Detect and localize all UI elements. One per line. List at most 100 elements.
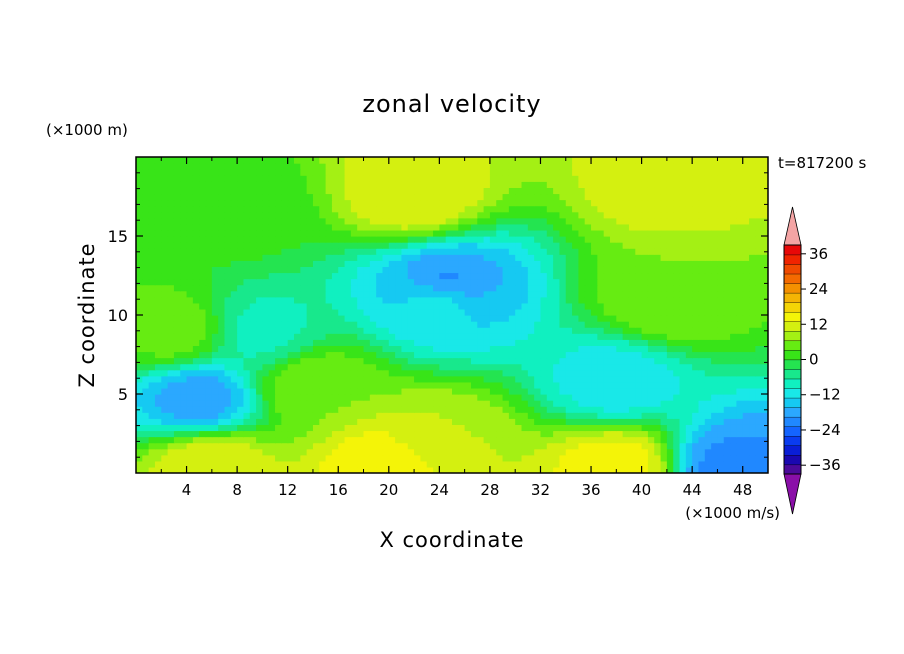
field-cell xyxy=(534,418,542,425)
field-cell xyxy=(401,169,409,176)
field-cell xyxy=(136,369,143,377)
field-cell xyxy=(199,193,207,201)
field-cell xyxy=(167,454,175,462)
field-cell xyxy=(591,369,598,377)
field-cell xyxy=(527,345,535,353)
field-cell xyxy=(527,363,535,371)
field-cell xyxy=(641,363,649,371)
field-cell xyxy=(622,193,630,201)
field-cell xyxy=(300,321,308,328)
field-cell xyxy=(363,363,371,371)
field-cell xyxy=(470,205,478,213)
field-cell xyxy=(420,260,428,267)
field-cell xyxy=(319,272,327,280)
field-cell xyxy=(622,375,630,383)
field-cell xyxy=(704,181,712,188)
field-cell xyxy=(199,278,207,286)
field-cell xyxy=(173,412,181,419)
field-cell xyxy=(338,229,346,237)
field-cell xyxy=(628,339,636,346)
field-cell xyxy=(755,236,763,243)
field-cell xyxy=(565,363,573,371)
field-cell xyxy=(685,229,693,237)
field-cell xyxy=(369,248,377,255)
field-cell xyxy=(325,242,333,249)
field-cell xyxy=(553,387,561,395)
field-cell xyxy=(338,357,346,365)
field-cell xyxy=(414,272,421,280)
field-cell xyxy=(673,400,681,407)
field-cell xyxy=(635,242,643,249)
field-cell xyxy=(742,333,750,340)
field-cell xyxy=(496,466,504,473)
field-cell xyxy=(578,436,586,444)
field-cell xyxy=(578,345,586,353)
field-cell xyxy=(540,436,548,444)
field-cell xyxy=(407,229,415,237)
field-cell xyxy=(483,254,491,261)
field-cell xyxy=(243,248,251,255)
field-cell xyxy=(407,460,415,468)
field-cell xyxy=(452,199,459,207)
field-cell xyxy=(325,187,333,195)
field-cell xyxy=(584,442,592,450)
field-cell xyxy=(433,351,440,359)
field-cell xyxy=(401,394,409,401)
field-cell xyxy=(433,266,440,274)
field-cell xyxy=(502,351,510,359)
field-cell xyxy=(578,199,586,207)
field-cell xyxy=(464,357,472,365)
field-cell xyxy=(540,442,548,450)
field-cell xyxy=(136,339,143,346)
field-cell xyxy=(458,193,466,201)
field-cell xyxy=(331,412,339,419)
field-cell xyxy=(407,394,415,401)
field-cell xyxy=(350,199,358,207)
field-cell xyxy=(521,278,529,286)
field-cell xyxy=(218,333,226,340)
field-cell xyxy=(331,436,339,444)
field-cell xyxy=(496,418,504,425)
field-cell xyxy=(287,229,295,237)
field-cell xyxy=(477,454,485,462)
field-cell xyxy=(294,357,301,365)
field-cell xyxy=(350,278,358,286)
field-cell xyxy=(363,351,371,359)
field-cell xyxy=(224,394,232,401)
field-cell xyxy=(369,400,377,407)
field-cell xyxy=(730,308,737,316)
field-cell xyxy=(521,260,529,267)
field-cell xyxy=(300,296,308,304)
field-cell xyxy=(401,284,409,292)
field-cell xyxy=(660,278,668,286)
field-cell xyxy=(666,466,674,473)
field-cell xyxy=(287,217,295,225)
field-cell xyxy=(325,181,333,188)
field-cell xyxy=(534,217,542,225)
field-cell xyxy=(489,296,497,304)
field-cell xyxy=(610,315,617,322)
field-cell xyxy=(755,217,763,225)
field-cell xyxy=(660,345,668,353)
field-cell xyxy=(666,199,674,207)
field-cell xyxy=(749,272,756,280)
field-cell xyxy=(755,394,763,401)
field-cell xyxy=(496,284,504,292)
field-cell xyxy=(572,169,579,176)
field-cell xyxy=(521,406,529,413)
field-cell xyxy=(357,351,365,359)
field-cell xyxy=(306,466,314,473)
field-cell xyxy=(597,345,605,353)
field-cell xyxy=(401,236,409,243)
field-cell xyxy=(616,339,624,346)
field-cell xyxy=(287,248,295,255)
field-cell xyxy=(414,302,421,310)
field-cell xyxy=(761,205,768,213)
field-cell xyxy=(173,278,181,286)
field-cell xyxy=(338,436,346,444)
field-cell xyxy=(742,272,750,280)
field-cell xyxy=(148,290,156,298)
field-cell xyxy=(192,242,200,249)
field-cell xyxy=(262,254,270,261)
field-cell xyxy=(300,369,308,377)
